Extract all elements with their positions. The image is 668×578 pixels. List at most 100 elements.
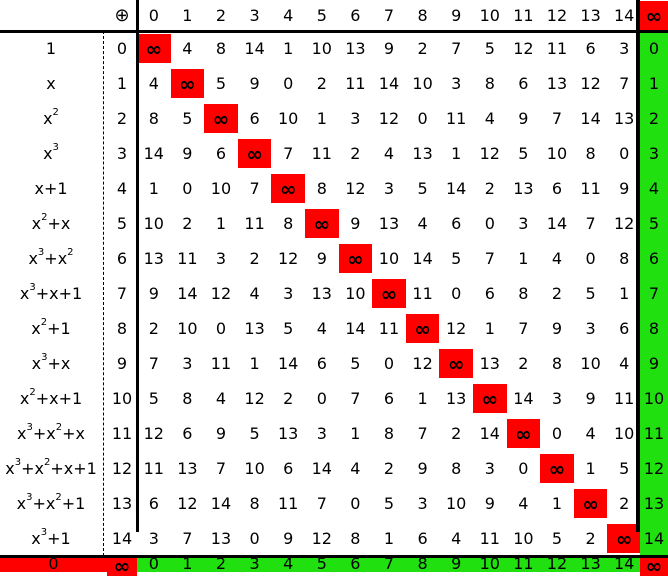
table-cell: 11 [311, 143, 332, 163]
table-cell: 7 [551, 108, 563, 128]
table-cell: 3 [283, 283, 294, 303]
table-cell: 2 [316, 73, 327, 93]
operator-symbol: ⊕ [114, 5, 130, 26]
table-cell: 2 [283, 388, 294, 408]
table-cell: 2 [451, 423, 462, 443]
table-cell: 1 [451, 143, 462, 163]
table-cell: 12 [311, 528, 332, 548]
table-cell: 4 [383, 143, 395, 163]
table-cell: 4 [350, 458, 361, 478]
table-cell: 10 [546, 143, 568, 163]
row-index: 0 [116, 38, 128, 58]
table-cell: 7 [585, 213, 596, 233]
row-label: x 2 +1 [31, 316, 71, 338]
table-cell: 7 [249, 178, 260, 198]
table-cell: 9 [484, 493, 495, 513]
table-cell: 11 [210, 353, 232, 373]
table-cell: ∞ [338, 244, 373, 273]
row-label: x 3 +x [31, 351, 71, 373]
table-cell: 1 [283, 38, 294, 58]
row-index: 10 [111, 388, 133, 408]
table-cell: 11 [479, 528, 500, 548]
table-cell: 0 [182, 178, 193, 198]
result-cell: 5 [640, 206, 668, 241]
table-cell: 3 [551, 388, 563, 408]
table-cell: 7 [484, 248, 495, 268]
table-cell: 7 [417, 423, 428, 443]
table-cell: 5 [148, 388, 159, 408]
table-cell: 0 [585, 248, 596, 268]
table-cell: 6 [182, 423, 193, 443]
table-cell: 11 [177, 248, 198, 268]
row-index: 12 [111, 458, 133, 478]
table-cell: 11 [244, 213, 265, 233]
table-cell: 14 [580, 108, 601, 128]
table-cell: 8 [518, 283, 529, 303]
table-cell: 10 [278, 108, 299, 128]
table-cell: 14 [210, 493, 232, 513]
table-cell: 1 [383, 528, 395, 548]
table-cell: 7 [619, 73, 630, 93]
table-cell: 13 [446, 388, 467, 408]
table-cell: 14 [177, 283, 198, 303]
table-cell: ∞ [573, 489, 608, 518]
table-cell: 2 [350, 143, 361, 163]
table-cell: 9 [585, 388, 596, 408]
result-cell: 14 [640, 521, 668, 556]
table-cell: 11 [345, 73, 366, 93]
table-cell: 10 [311, 38, 332, 58]
column-header: 10 [479, 6, 500, 25]
table-cell: 12 [143, 423, 164, 443]
table-cell: 5 [249, 423, 260, 443]
row-index: 4 [116, 178, 128, 198]
table-cell: 0 [619, 143, 630, 163]
table-cell: 13 [479, 353, 500, 373]
bottom-row-cell: 8 [405, 556, 440, 572]
row-index: 14 [111, 528, 133, 548]
table-cell: 10 [614, 423, 635, 443]
table-cell: 3 [585, 318, 596, 338]
table-cell: 1 [350, 423, 361, 443]
table-cell: 6 [417, 528, 428, 548]
table-cell: 2 [148, 318, 159, 338]
table-cell: 2 [383, 458, 395, 478]
table-cell: 8 [215, 38, 227, 58]
table-cell: 7 [215, 458, 227, 478]
row-index: 13 [111, 493, 133, 513]
table-cell: 13 [244, 318, 265, 338]
table-cell: 4 [417, 213, 428, 233]
table-cell: 6 [283, 458, 294, 478]
bottom-row-index: ∞ [107, 556, 137, 576]
column-header: 11 [513, 6, 534, 25]
bottom-row-cell: 4 [271, 556, 305, 572]
table-cell: 3 [148, 528, 159, 548]
table-cell: 1 [585, 458, 596, 478]
table-cell: 4 [249, 283, 260, 303]
table-cell: 1 [215, 213, 227, 233]
table-cell: 13 [345, 38, 366, 58]
table-cell: 0 [215, 318, 227, 338]
column-header-infinity: ∞ [640, 1, 668, 31]
table-cell: 8 [249, 493, 260, 513]
table-cell: 5 [283, 318, 294, 338]
table-cell: 9 [619, 178, 630, 198]
table-cell: 6 [451, 213, 462, 233]
table-cell: 13 [177, 458, 198, 478]
table-cell: 14 [311, 458, 332, 478]
table-cell: 8 [383, 423, 395, 443]
table-cell: 8 [182, 388, 193, 408]
table-cell: 6 [518, 73, 529, 93]
result-cell: 1 [640, 66, 668, 101]
result-cell: 2 [640, 101, 668, 136]
column-header: 0 [148, 6, 159, 25]
table-cell: 7 [518, 318, 529, 338]
table-cell: 6 [316, 353, 327, 373]
table-cell: 11 [580, 178, 601, 198]
row-index: 6 [116, 248, 128, 268]
table-cell: 5 [551, 528, 563, 548]
table-cell: ∞ [305, 209, 339, 238]
table-cell: 14 [143, 143, 164, 163]
table-cell: 12 [479, 143, 500, 163]
row-index: 5 [116, 213, 128, 233]
table-cell: 1 [518, 248, 529, 268]
